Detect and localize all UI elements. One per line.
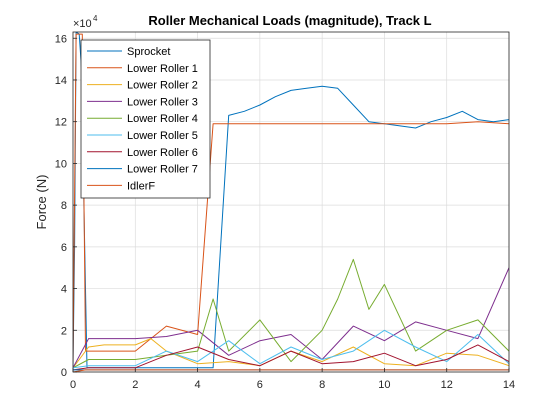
y-tick-label: 14 xyxy=(55,75,67,87)
y-tick-label: 10 xyxy=(55,158,67,170)
x-tick-label: 6 xyxy=(257,379,263,391)
legend-label-5: Lower Roller 4 xyxy=(127,113,198,125)
series-line-6 xyxy=(73,329,509,369)
series-line-7 xyxy=(73,344,509,371)
chart-title: Roller Mechanical Loads (magnitude), Tra… xyxy=(148,13,431,28)
legend-label-6: Lower Roller 5 xyxy=(127,130,198,142)
x-axis-ticks: 0 2 4 6 8 10 12 14 xyxy=(70,368,515,391)
series-line-2 xyxy=(73,33,509,362)
legend-label-3: Lower Roller 2 xyxy=(127,80,198,92)
legend-label-1: Sprocket xyxy=(127,46,170,58)
legend-box xyxy=(80,39,211,199)
x-tick-label: 0 xyxy=(70,379,76,391)
y-axis-ticks: 0 2 4 6 8 10 12 14 16 xyxy=(55,33,77,379)
y-tick-label: 12 xyxy=(55,117,67,129)
x-tick-label: 2 xyxy=(132,379,138,391)
y-tick-label: 16 xyxy=(55,33,67,45)
x-tick-label: 4 xyxy=(195,379,201,391)
legend-label-7: Lower Roller 6 xyxy=(127,147,198,159)
y-multiplier-base: ×10 xyxy=(73,18,92,30)
y-multiplier: ×10 4 xyxy=(73,14,98,30)
x-tick-label: 12 xyxy=(441,379,453,391)
y-tick-label: 4 xyxy=(61,284,67,296)
y-tick-label: 6 xyxy=(61,242,67,254)
y-tick-label: 8 xyxy=(61,200,67,212)
legend-label-2: Lower Roller 1 xyxy=(127,63,198,75)
y-axis-label: Force (N) xyxy=(34,175,49,230)
x-tick-label: 14 xyxy=(503,379,515,391)
y-tick-label: 0 xyxy=(61,367,67,379)
plot-frame xyxy=(72,31,510,373)
series-line-5 xyxy=(73,258,509,369)
legend-label-4: Lower Roller 3 xyxy=(127,96,198,108)
y-multiplier-exponent: 4 xyxy=(93,14,98,23)
series-line-4 xyxy=(73,267,509,369)
legend: Sprocket Lower Roller 1 Lower Roller 2 Lowe… xyxy=(80,39,211,199)
legend-label-8: Lower Roller 7 xyxy=(127,164,198,176)
x-tick-label: 10 xyxy=(378,379,390,391)
x-tick-label: 8 xyxy=(319,379,325,391)
y-tick-label: 2 xyxy=(61,325,67,337)
legend-label-9: IdlerF xyxy=(127,180,155,192)
